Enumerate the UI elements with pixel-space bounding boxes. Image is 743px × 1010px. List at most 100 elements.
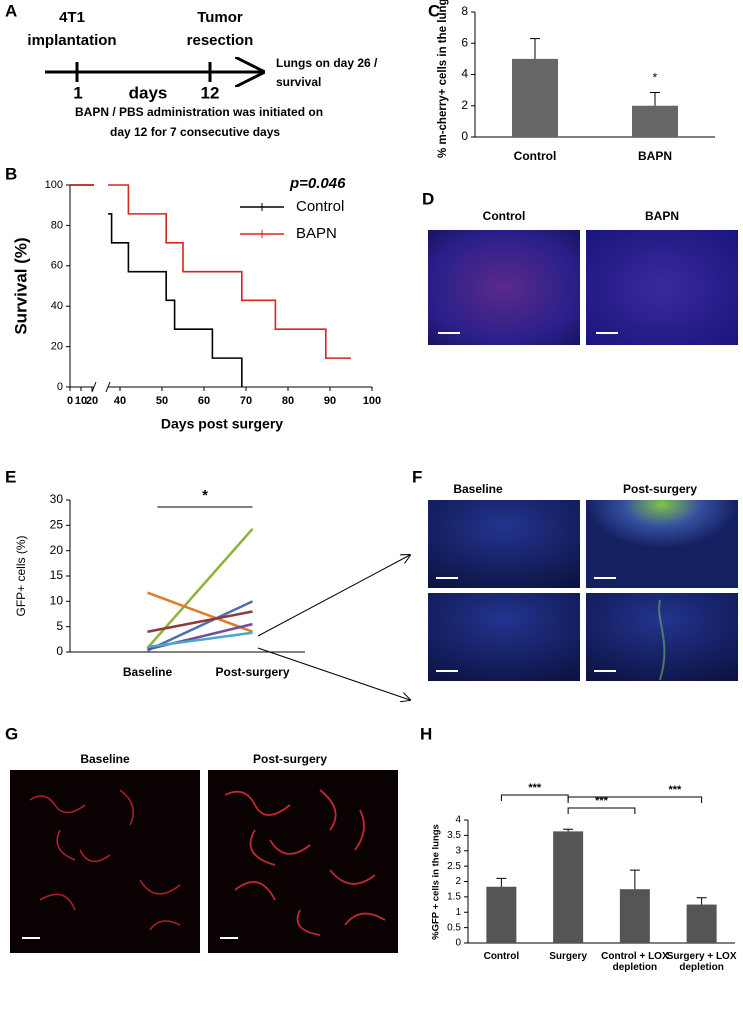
micrograph [208, 770, 398, 953]
series-line [147, 591, 253, 633]
legend-label: Control [296, 198, 344, 215]
x-tick-label: Control + LOX depletion [601, 951, 669, 973]
x-tick-label: 0 [67, 395, 73, 407]
image-label: BAPN [645, 209, 679, 223]
timeline-label: Tumor [197, 9, 243, 26]
panel-label: A [5, 1, 17, 20]
panel-label: F [412, 467, 422, 486]
timeline-label: 4T1 [59, 9, 85, 26]
x-tick-label: 70 [240, 395, 252, 407]
y-tick-label: 100 [45, 179, 63, 191]
x-tick-label: 50 [156, 395, 168, 407]
x-tick-label: Control [514, 149, 557, 163]
y-axis-label: GFP+ cells (%) [14, 535, 28, 616]
panel-f: Baseline Post-surgery [257, 482, 738, 700]
y-tick-label: 25 [50, 518, 64, 532]
y-tick-label: 15 [50, 568, 64, 582]
bar [619, 889, 650, 943]
error-bar [650, 91, 660, 106]
note: BAPN / PBS administration was initiated … [75, 105, 323, 119]
x-tick-label: Control [483, 951, 520, 962]
timeline-day: 12 [201, 83, 220, 102]
image-label: Post-surgery [623, 482, 697, 496]
survival-curve [70, 184, 351, 359]
micrograph [428, 500, 580, 588]
micrograph [428, 230, 580, 345]
y-tick-label: 1.5 [447, 892, 461, 903]
image-label: Baseline [80, 752, 130, 766]
y-tick-label: 80 [51, 219, 63, 231]
x-tick-label: Post-surgery [215, 665, 289, 679]
x-tick-label: Surgery [549, 951, 588, 962]
x-tick-label: Surgery [549, 951, 588, 962]
vessels [29, 789, 181, 931]
bar [686, 904, 717, 943]
signal [658, 599, 666, 681]
y-tick-label: 0 [461, 129, 468, 143]
panel-g: Baseline Post-surgery [10, 752, 398, 953]
y-tick-label: 4 [461, 67, 468, 81]
y-tick-label: 0 [56, 644, 63, 658]
x-tick-label: 80 [282, 395, 294, 407]
x-tick-label: Surgery + LOX depletion [666, 951, 737, 973]
y-tick-label: 20 [51, 341, 63, 353]
panel-label: C [428, 1, 440, 20]
y-tick-label: 1 [455, 907, 461, 918]
y-tick-label: 0 [455, 938, 461, 949]
image-label: Post-surgery [253, 752, 327, 766]
x-tick-label: Control [483, 951, 520, 962]
error-bar [530, 38, 540, 59]
x-tick-label: 60 [198, 395, 210, 407]
error-bar [563, 828, 574, 832]
x-tick-label: 10 [75, 395, 87, 407]
y-tick-label: 5 [56, 619, 63, 633]
panel-label: B [5, 164, 17, 183]
bar [553, 831, 584, 943]
error-bar [696, 897, 707, 905]
y-tick-label: 2 [455, 876, 461, 887]
series-line [146, 600, 254, 652]
axis-break [94, 180, 108, 395]
annotation: *** [528, 782, 542, 794]
x-tick-label: 90 [324, 395, 336, 407]
axis-break-mark [91, 381, 111, 393]
x-tick-label: 20 [86, 395, 98, 407]
bracket [567, 807, 636, 814]
panel-a: 4T1 implantation Tumor resection 1 days … [27, 9, 378, 139]
y-tick-label: 0.5 [447, 922, 461, 933]
image-label: Control [483, 209, 526, 223]
series-line [146, 528, 254, 649]
panel-d: Control BAPN [428, 209, 738, 345]
micrograph [586, 593, 738, 681]
micrograph [428, 593, 580, 681]
x-tick-label: Baseline [123, 665, 173, 679]
x-tick-label: 40 [114, 395, 126, 407]
y-axis-label: %GFP + cells in the lungs [431, 824, 442, 940]
bar [632, 105, 678, 137]
y-tick-label: 2 [461, 98, 468, 112]
panel-label: D [422, 189, 434, 208]
annotation: * [653, 71, 658, 85]
bar [512, 58, 558, 137]
x-tick-label: BAPN [638, 149, 672, 163]
y-axis-label: Survival (%) [11, 237, 30, 334]
arrow [257, 555, 410, 637]
y-tick-label: 10 [50, 594, 64, 608]
y-tick-label: 6 [461, 35, 468, 49]
y-tick-label: 3 [455, 845, 461, 856]
timeline-unit: days [129, 83, 168, 102]
x-tick-label: Control + LOX depletion [601, 951, 669, 973]
bracket [500, 794, 569, 801]
image-label: Baseline [453, 482, 503, 496]
x-tick-label: 100 [363, 395, 381, 407]
vessels [224, 789, 386, 936]
panel-label: G [5, 724, 18, 743]
x-tick-label: Surgery + LOX depletion [666, 951, 737, 973]
y-tick-label: 4 [455, 815, 461, 826]
micrograph [10, 770, 200, 953]
y-tick-label: 0 [57, 381, 63, 393]
y-tick-label: 30 [50, 492, 64, 506]
y-tick-label: 60 [51, 260, 63, 272]
y-tick-label: 8 [461, 4, 468, 18]
